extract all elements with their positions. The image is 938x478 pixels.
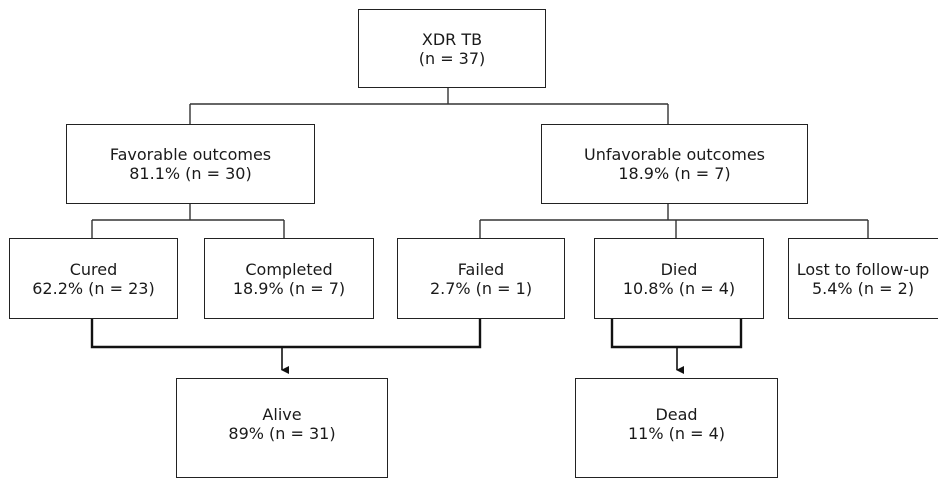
node-alive: Alive 89% (n = 31) [176,378,388,478]
node-dead-title: Dead [655,405,698,424]
node-cured-value: 62.2% (n = 23) [32,278,155,298]
node-xdr-tb-count: (n = 37) [418,48,486,68]
node-died-title: Died [660,259,698,279]
node-unfavorable-outcomes: Unfavorable outcomes 18.9% (n = 7) [541,124,808,204]
node-died-value: 10.8% (n = 4) [622,278,736,298]
node-failed-title: Failed [457,259,505,279]
node-cured: Cured 62.2% (n = 23) [9,238,178,319]
node-unfavorable-outcomes-title: Unfavorable outcomes [583,145,765,164]
node-xdr-tb: XDR TB (n = 37) [358,9,546,88]
node-lost-to-follow-up: Lost to follow-up 5.4% (n = 2) [788,238,938,319]
node-died: Died 10.8% (n = 4) [594,238,764,319]
connector-merge-dead [610,319,743,349]
node-favorable-outcomes: Favorable outcomes 81.1% (n = 30) [66,124,315,204]
node-dead-value: 11% (n = 4) [627,424,726,443]
node-completed-value: 18.9% (n = 7) [232,278,346,298]
node-favorable-outcomes-value: 81.1% (n = 30) [129,164,252,183]
node-favorable-outcomes-title: Favorable outcomes [109,145,272,164]
node-xdr-tb-title: XDR TB [421,29,483,49]
node-completed: Completed 18.9% (n = 7) [204,238,374,319]
node-alive-title: Alive [262,405,302,424]
node-completed-title: Completed [245,259,333,279]
node-failed-value: 2.7% (n = 1) [429,278,533,298]
node-dead: Dead 11% (n = 4) [575,378,778,478]
node-lost-to-follow-up-value: 5.4% (n = 2) [811,278,915,298]
node-cured-title: Cured [69,259,118,279]
connector-merge-alive [90,319,482,349]
node-failed: Failed 2.7% (n = 1) [397,238,565,319]
node-alive-value: 89% (n = 31) [228,424,336,443]
node-lost-to-follow-up-title: Lost to follow-up [796,259,930,279]
node-unfavorable-outcomes-value: 18.9% (n = 7) [618,164,731,183]
